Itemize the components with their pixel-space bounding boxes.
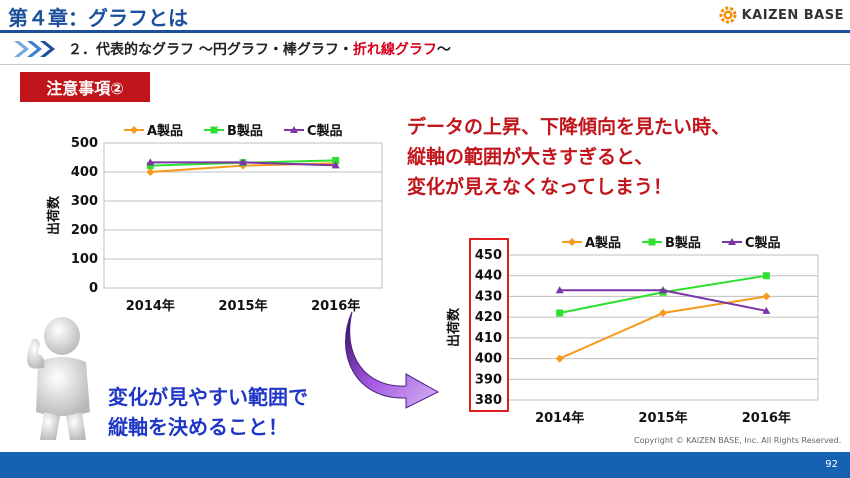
section-heading: ２．代表的なグラフ ～円グラフ・棒グラフ・折れ線グラフ～	[14, 37, 451, 61]
data-point	[555, 286, 564, 294]
y-tick-label: 100	[71, 252, 98, 267]
data-point	[762, 292, 771, 301]
plot-area	[507, 254, 819, 401]
legend-marker	[568, 238, 576, 246]
bottom-message: 変化が見やすい範囲で 縦軸を決めること！	[108, 382, 308, 442]
data-point	[556, 309, 564, 317]
note-badge: 注意事項②	[20, 72, 150, 102]
data-point	[659, 286, 667, 294]
data-point	[762, 306, 771, 314]
curved-arrow-icon	[345, 311, 440, 409]
data-point	[762, 272, 770, 280]
chart-zoomed-range: 380 390 400 410 420 430 440 450 2014年 2015年 2016年 出…	[446, 235, 819, 426]
section-text: ２．代表的なグラフ ～円グラフ・棒グラフ・折れ線グラフ～	[68, 39, 451, 59]
x-tick-label: 2015年	[638, 410, 687, 426]
series-line-1	[559, 295, 767, 360]
legend-marker	[290, 126, 298, 133]
legend-label: C製品	[307, 123, 343, 139]
callout-text: データの上昇、下降傾向を見たい時、 縦軸の範囲が大きすぎると、 変化が見えなくな…	[407, 112, 730, 202]
gear-icon	[719, 6, 737, 24]
y-tick-label: 380	[475, 393, 502, 408]
y-tick-label: 420	[475, 310, 502, 325]
callout-line-1: データの上昇、下降傾向を見たい時、	[407, 116, 731, 138]
legend-label: C製品	[745, 235, 781, 251]
y-tick-label: 400	[475, 352, 502, 367]
legend-marker	[130, 126, 138, 134]
bottom-message-line-1: 変化が見やすい範囲で	[108, 385, 308, 409]
y-tick-label: 400	[71, 165, 98, 180]
data-point	[146, 162, 154, 170]
data-point	[146, 168, 155, 176]
y-axis-label: 出荷数	[446, 307, 462, 347]
data-point	[331, 161, 340, 169]
section-divider	[0, 64, 850, 65]
data-point	[239, 158, 247, 166]
y-tick-label: 450	[475, 248, 502, 263]
company-logo: KAIZEN BASE	[718, 5, 844, 25]
legend-marker	[210, 126, 218, 134]
logo-text: KAIZEN BASE	[741, 7, 844, 23]
x-tick-label: 2014年	[126, 298, 175, 314]
callout-line-2: 縦軸の範囲が大きすぎると、	[407, 146, 654, 168]
x-tick-label: 2016年	[742, 410, 791, 426]
y-axis-label: 出荷数	[46, 195, 62, 235]
page-number: 92	[825, 459, 838, 470]
y-tick-label: 200	[71, 223, 98, 238]
y-tick-label: 300	[71, 194, 98, 209]
header-bar	[0, 0, 850, 30]
legend-marker	[728, 238, 736, 245]
header-divider	[0, 30, 850, 33]
copyright-text: Copyright © KAIZEN BASE, Inc. All Rights…	[634, 436, 842, 445]
section-text-suffix: ～	[436, 42, 451, 58]
y-tick-label: 430	[475, 289, 502, 304]
y-tick-label: 0	[89, 281, 98, 296]
callout-line-3: 変化が見えなくなってしまう！	[407, 176, 673, 198]
legend-label: A製品	[147, 123, 183, 139]
x-tick-label: 2015年	[218, 298, 267, 314]
section-text-highlight: 折れ線グラフ	[352, 42, 437, 58]
bottom-message-line-2: 縦軸を決めること！	[108, 415, 288, 439]
footer-bar	[0, 452, 850, 478]
y-tick-label: 390	[475, 372, 502, 387]
legend-marker	[648, 238, 656, 246]
thumbs-up-person-icon	[27, 317, 90, 440]
chapter-title: 第４章：グラフとは	[8, 6, 188, 30]
section-text-prefix: ２．代表的なグラフ ～円グラフ・棒グラフ・	[68, 42, 353, 58]
legend-label: A製品	[585, 235, 621, 251]
y-tick-label: 500	[71, 136, 98, 151]
data-point	[332, 156, 340, 164]
chart-full-range: 0 100 200 300 400 500 2014年 2015年 2016年 出荷数 A製品 B製品…	[46, 123, 383, 314]
y-tick-label: 440	[475, 269, 502, 284]
chevron-arrows-icon	[14, 41, 55, 57]
legend-label: B製品	[665, 235, 701, 251]
legend-label: B製品	[227, 123, 263, 139]
x-tick-label: 2014年	[535, 410, 584, 426]
data-point	[555, 354, 564, 363]
data-point	[146, 158, 155, 166]
y-tick-label: 410	[475, 331, 502, 346]
data-point	[659, 309, 667, 317]
x-tick-label: 2016年	[311, 298, 360, 314]
y-axis-highlight-frame	[469, 238, 509, 412]
